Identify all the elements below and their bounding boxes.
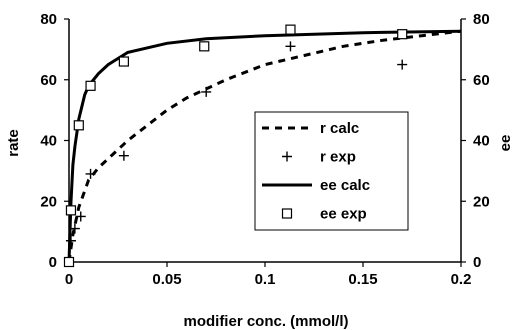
data-point-ee-exp [397,29,408,40]
series-line-ee-calc [67,29,462,263]
legend-entry-ee-exp: ee exp [281,206,367,223]
y-right-tick-label: 40 [473,133,490,150]
legend-entry-ee-calc: ee calc [262,177,370,194]
data-point-ee-exp [199,41,210,52]
data-point-ee-exp [63,256,75,268]
legend-label: ee exp [320,206,367,223]
x-tick-label: 0.15 [348,271,377,288]
legend: r calc r exp ee calc ee exp [254,111,409,231]
y-left-tick-label: 80 [40,11,57,28]
data-point-r-exp [75,211,86,222]
y-right-tick-label: 0 [473,254,481,271]
y-right-tick-label: 80 [473,11,490,28]
y-left-tick-label: 60 [40,72,57,89]
legend-swatch-square [281,208,293,219]
y-axis-title-left: rate [5,129,22,157]
y-left-tick-label: 20 [40,193,57,210]
series-layer [63,24,462,268]
y-axis-title-right: ee [497,135,514,152]
data-point-r-exp [285,41,296,52]
legend-entry-r-exp: r exp [282,149,356,166]
y-left-tick-label: 0 [49,254,57,271]
series-line-r-calc [67,29,462,263]
y-left-tick-label: 40 [40,133,57,150]
series-ee-calc [67,29,462,263]
x-tick-label: 0.05 [152,271,181,288]
x-tick-label: 0 [65,271,73,288]
data-point-ee-exp [65,205,77,216]
data-point-ee-exp [73,120,84,131]
x-axis-title: modifier conc. (mmol/l) [183,313,348,330]
y-right-tick-label: 20 [473,193,490,210]
legend-label: r exp [320,149,356,166]
data-point-r-exp [201,86,212,97]
legend-entry-r-calc: r calc [262,120,359,137]
series-r-calc [67,29,462,263]
legend-swatch-plus [282,151,292,162]
y-right-tick-label: 60 [473,72,490,89]
legend-label: ee calc [320,177,370,194]
series-ee-exp [63,24,408,268]
x-tick-label: 0.2 [451,271,472,288]
x-tick-label: 0.1 [255,271,276,288]
data-point-r-exp [85,168,96,179]
legend-label: r calc [320,120,359,137]
data-point-ee-exp [118,56,129,67]
data-point-r-exp [397,59,408,70]
data-point-ee-exp [285,24,296,35]
data-point-ee-exp [85,80,96,91]
data-point-r-exp [118,150,129,161]
legend-box [254,111,409,231]
